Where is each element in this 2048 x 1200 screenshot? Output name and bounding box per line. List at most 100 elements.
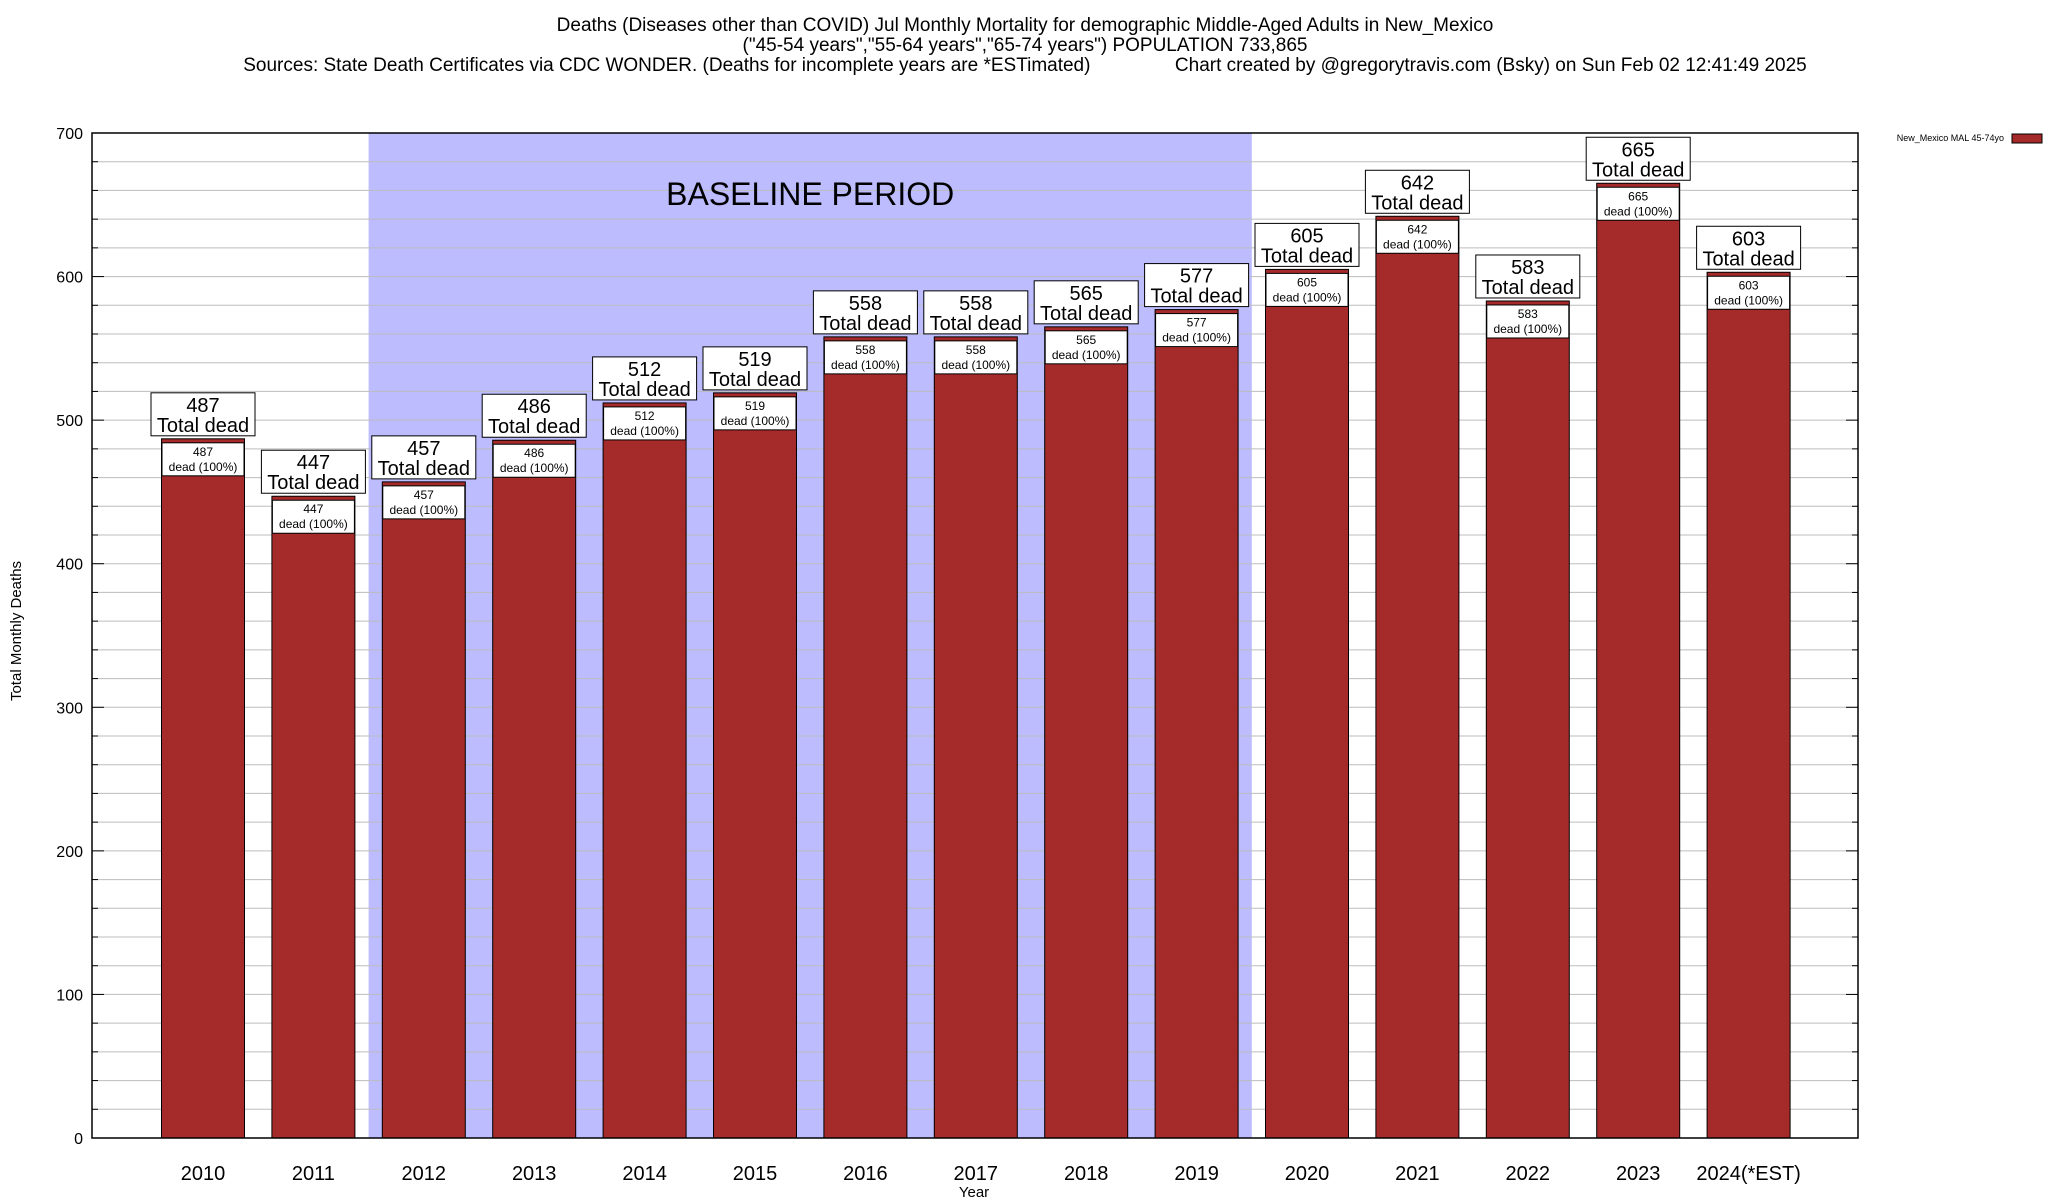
outer-label-box: [260, 449, 366, 494]
inner-label-value: 486: [524, 446, 544, 460]
data-label-value: 519: [738, 349, 771, 371]
inner-label-percent: dead (100%): [1493, 322, 1562, 336]
inner-label-value: 457: [414, 488, 434, 502]
inner-label-value: 447: [303, 502, 323, 516]
x-tick-label: 2018: [1064, 1163, 1109, 1185]
inner-label-value: 665: [1628, 189, 1648, 203]
data-label-value: 605: [1290, 225, 1323, 247]
outer-label-box: [1475, 254, 1581, 299]
outer-label-box: [1364, 169, 1470, 214]
x-tick-label: 2010: [181, 1163, 226, 1185]
x-tick-label: 2013: [512, 1163, 557, 1185]
outer-label-box: [592, 356, 698, 401]
data-label-suffix: Total dead: [1592, 159, 1684, 181]
inner-label-percent: dead (100%): [500, 461, 569, 475]
inner-label-value: 512: [635, 409, 655, 423]
chart-source-line: Sources: State Death Certificates via CD…: [243, 55, 1807, 76]
data-label-value: 577: [1180, 266, 1213, 288]
inner-label-percent: dead (100%): [1714, 293, 1783, 307]
data-label-value: 486: [518, 396, 551, 418]
bar: [1044, 326, 1129, 1139]
bar: [713, 392, 797, 1139]
y-tick-label: 500: [56, 413, 83, 430]
inner-label-box: [713, 396, 797, 431]
data-label-suffix: Total dead: [819, 313, 911, 335]
x-tick-label: 2016: [843, 1163, 888, 1185]
data-label-value: 558: [849, 293, 882, 315]
data-label-suffix: Total dead: [1261, 245, 1353, 267]
y-tick-label: 600: [56, 270, 83, 287]
bar: [823, 336, 908, 1139]
bar: [271, 495, 356, 1139]
y-tick-label: 400: [56, 557, 83, 574]
inner-label-value: 558: [855, 343, 875, 357]
y-tick-label: 300: [56, 700, 83, 717]
x-tick-label: 2022: [1506, 1163, 1551, 1185]
plot-area: 0 100 200 300 400 500 600 700 BASELINE PERIOD 487…: [56, 126, 1859, 1185]
bar: [1706, 271, 1791, 1139]
inner-label-box: [1486, 304, 1570, 339]
inner-label-box: [271, 499, 355, 534]
inner-label-box: [823, 340, 907, 375]
inner-label-box: [1155, 313, 1239, 348]
data-label-suffix: Total dead: [598, 379, 690, 401]
data-label-value: 665: [1622, 139, 1655, 161]
data-label-value: 512: [628, 359, 661, 381]
inner-label-percent: dead (100%): [1383, 237, 1452, 251]
chart-title-line1: Deaths (Diseases other than COVID) Jul M…: [557, 15, 1494, 36]
inner-label-value: 577: [1187, 316, 1207, 330]
inner-label-percent: dead (100%): [1273, 290, 1342, 304]
bar: [1596, 182, 1681, 1139]
legend: New_Mexico MAL 45-74yo: [1897, 133, 2043, 144]
outer-label-box: [371, 435, 477, 480]
inner-label-percent: dead (100%): [721, 414, 790, 428]
data-label-suffix: Total dead: [1371, 192, 1463, 214]
inner-label-box: [382, 485, 466, 520]
data-label-suffix: Total dead: [1150, 286, 1242, 308]
y-tick-label: 700: [56, 126, 83, 143]
inner-label-value: 605: [1297, 275, 1317, 289]
x-tick-label: 2014: [622, 1163, 667, 1185]
inner-label-box: [1375, 219, 1459, 254]
plot-border: [91, 132, 1859, 1139]
data-label-value: 457: [407, 438, 440, 460]
inner-label-box: [1044, 330, 1128, 365]
outer-label-box: [150, 392, 256, 437]
y-axis-label: Total Monthly Deaths: [8, 561, 25, 701]
data-label-suffix: Total dead: [378, 458, 470, 480]
data-label-suffix: Total dead: [157, 415, 249, 437]
bar: [1375, 215, 1460, 1139]
bar: [602, 402, 687, 1139]
inner-label-percent: dead (100%): [1162, 331, 1231, 345]
outer-label-box: [1144, 263, 1250, 308]
x-tick-label: 2019: [1174, 1163, 1219, 1185]
outer-label-box: [1585, 136, 1691, 181]
outer-label-box: [481, 393, 587, 438]
outer-label-box: [702, 346, 808, 391]
inner-label-percent: dead (100%): [1604, 204, 1673, 218]
x-tick-label: 2020: [1285, 1163, 1330, 1185]
inner-label-percent: dead (100%): [279, 517, 348, 531]
data-label-value: 642: [1401, 172, 1434, 194]
x-tick-label: 2012: [402, 1163, 447, 1185]
data-label-value: 565: [1070, 283, 1103, 305]
data-label-suffix: Total dead: [1482, 277, 1574, 299]
outer-label-box: [812, 290, 918, 335]
x-tick-label: 2024(*EST): [1696, 1163, 1801, 1185]
y-tick-label: 0: [74, 1131, 83, 1148]
data-label-suffix: Total dead: [267, 472, 359, 494]
bar: [1154, 309, 1239, 1139]
bar: [381, 481, 466, 1139]
inner-label-value: 603: [1739, 278, 1759, 292]
legend-entry-label: New_Mexico MAL 45-74yo: [1897, 133, 2004, 143]
outer-label-box: [1696, 225, 1802, 270]
data-label-value: 603: [1732, 228, 1765, 250]
outer-label-box: [923, 290, 1029, 335]
bar: [1265, 268, 1349, 1139]
y-tick-label: 200: [56, 844, 83, 861]
inner-label-value: 565: [1076, 333, 1096, 347]
x-tick-label: 2023: [1616, 1163, 1661, 1185]
legend-swatch: [2011, 133, 2043, 144]
x-tick-label: 2011: [292, 1163, 335, 1185]
inner-label-box: [603, 406, 687, 441]
